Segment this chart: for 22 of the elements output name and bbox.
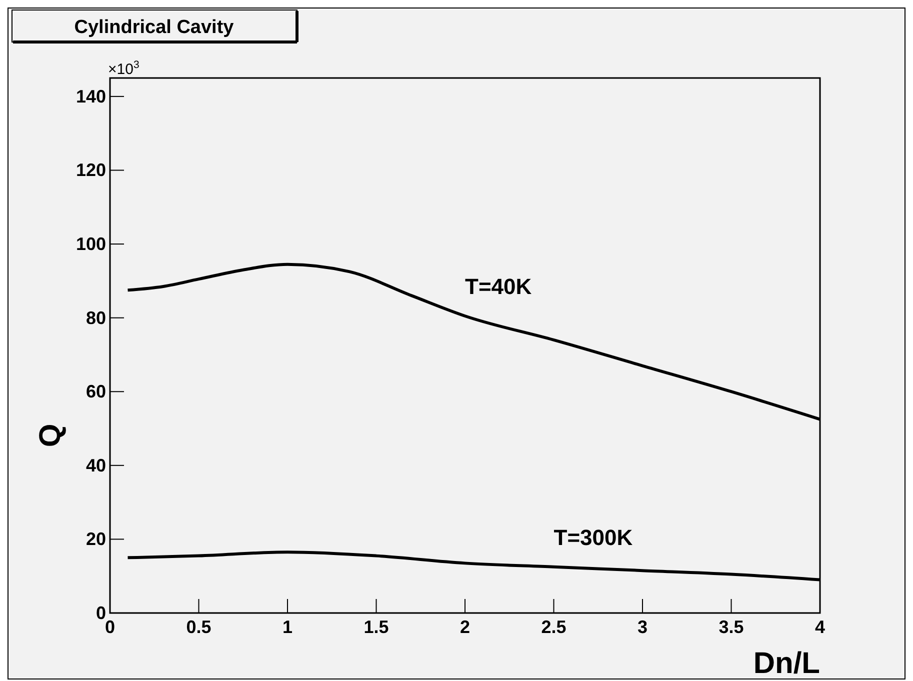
x-tick-label: 3.5 [718,617,744,637]
x-axis-title: Dn/L [753,647,820,680]
series-label: T=40K [465,274,532,299]
x-tick-label: 3 [637,617,648,637]
y-tick-label: 0 [96,603,106,623]
y-tick-label: 140 [76,86,106,106]
text: ×10$^{3}$ [108,59,140,78]
y-tick-label: 20 [86,529,106,550]
x-tick-label: 4 [814,617,826,637]
x-tick-label: 1 [282,617,293,637]
y-tick-label: 40 [86,455,106,476]
y-tick-label: 60 [86,382,106,402]
x-tick-label: 1.5 [364,617,389,637]
x-tick-label: 2 [460,617,470,637]
y-tick-label: 120 [76,160,106,180]
y-tick-label: 100 [76,234,106,254]
y-tick-label: 80 [86,308,106,328]
chart-title: Cylindrical Cavity [74,17,234,38]
x-tick-label: 2.5 [541,617,566,637]
x-tick-label: 0.5 [186,617,212,637]
series-label: T=300K [554,524,633,550]
y-axis-title: Q [34,424,67,448]
